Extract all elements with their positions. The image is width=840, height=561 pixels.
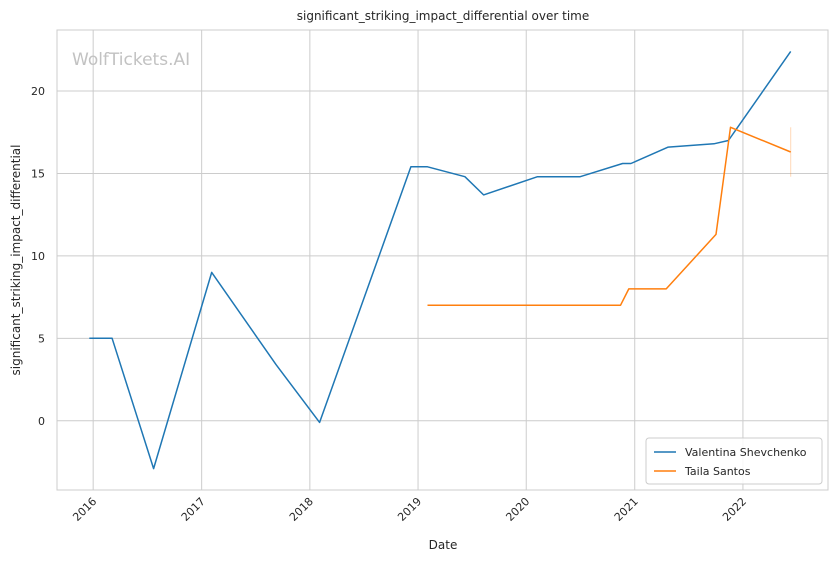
y-tick-label: 20 bbox=[31, 85, 45, 98]
series-line-2 bbox=[427, 126, 791, 307]
legend: Valentina Shevchenko Taila Santos bbox=[645, 437, 823, 485]
chart-title: significant_striking_impact_differential… bbox=[297, 9, 589, 23]
watermark: WolfTickets.AI bbox=[72, 50, 190, 70]
plot-frame bbox=[56, 29, 829, 491]
legend-label: Taila Santos bbox=[684, 465, 751, 478]
legend-box bbox=[645, 437, 823, 485]
y-tick-label: 15 bbox=[31, 167, 45, 180]
series-line-1 bbox=[89, 50, 792, 470]
y-tick-label: 5 bbox=[38, 332, 45, 345]
series-layer bbox=[89, 50, 792, 470]
legend-label: Valentina Shevchenko bbox=[685, 446, 807, 459]
x-axis-title: Date bbox=[429, 538, 458, 552]
y-tick-label: 0 bbox=[38, 415, 45, 428]
y-tick-label: 10 bbox=[31, 250, 45, 263]
grid bbox=[57, 30, 828, 490]
y-axis-title: significant_striking_impact_differential bbox=[9, 145, 23, 376]
